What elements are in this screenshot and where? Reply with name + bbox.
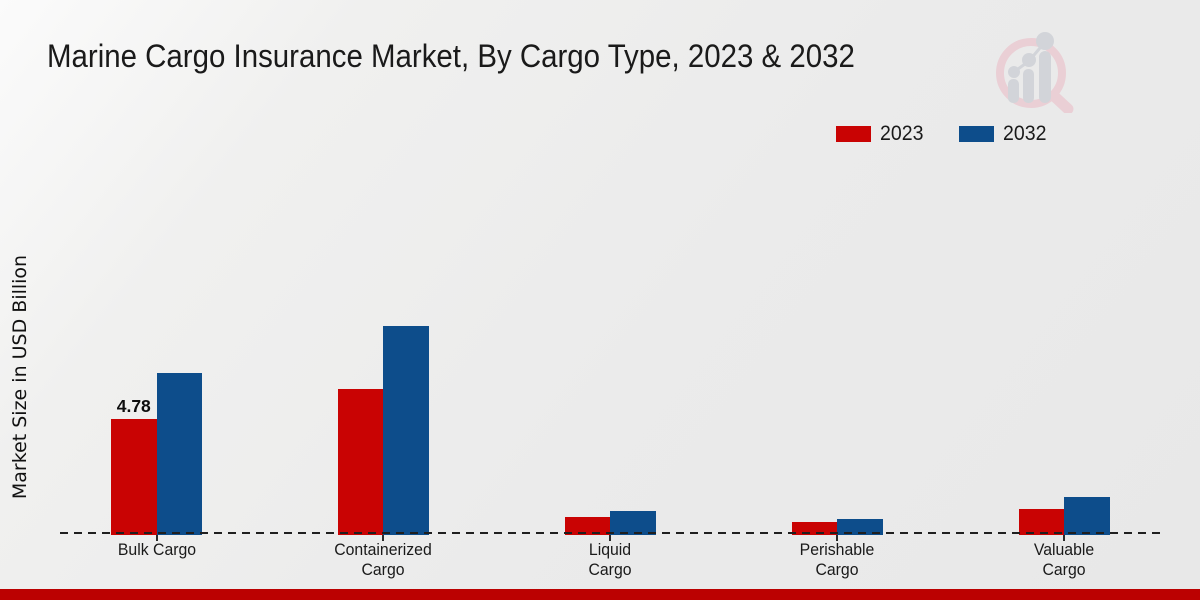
x-axis-tick	[382, 535, 385, 541]
brand-watermark-icon	[996, 32, 1074, 113]
legend-item-2023: 2023	[836, 122, 927, 146]
bar-2023-valuable-cargo	[1018, 509, 1065, 535]
bar-2032-bulk-cargo	[156, 373, 202, 535]
legend: 2023 2032	[836, 122, 1049, 146]
category-label-liquid-cargo: Liquid Cargo	[588, 540, 632, 579]
x-axis-tick	[1063, 535, 1066, 541]
legend-label: 2032	[1002, 122, 1047, 145]
bar-2023-perishable-cargo	[791, 522, 838, 535]
bar-2032-liquid-cargo	[610, 510, 656, 535]
legend-swatch-2032	[958, 126, 994, 142]
bar-2023-liquid-cargo	[564, 516, 611, 535]
x-axis-tick	[609, 535, 612, 541]
bar-2032-containerized-cargo	[383, 325, 429, 535]
legend-swatch-2023	[836, 126, 871, 142]
chart-title: Marine Cargo Insurance Market, By Cargo …	[47, 38, 855, 74]
x-axis-tick	[155, 535, 158, 541]
category-label-valuable-cargo: Valuable Cargo	[1033, 540, 1095, 579]
legend-item-2032: 2032	[958, 122, 1050, 146]
category-label-bulk-cargo: Bulk Cargo	[117, 540, 196, 559]
legend-label: 2023	[880, 122, 924, 145]
category-label-perishable-cargo: Perishable Cargo	[799, 540, 875, 579]
bar-2023-containerized-cargo	[337, 388, 384, 535]
x-axis-dashed-line	[60, 532, 1160, 534]
bar-2032-valuable-cargo	[1064, 497, 1110, 535]
bar-2032-perishable-cargo	[837, 518, 883, 535]
bar-value-label: 4.78	[116, 395, 151, 416]
footer-accent-bar	[0, 589, 1200, 600]
bar-2023-bulk-cargo	[111, 418, 157, 535]
category-label-containerized-cargo: Containerized Cargo	[334, 540, 433, 579]
x-axis-tick	[836, 535, 839, 541]
